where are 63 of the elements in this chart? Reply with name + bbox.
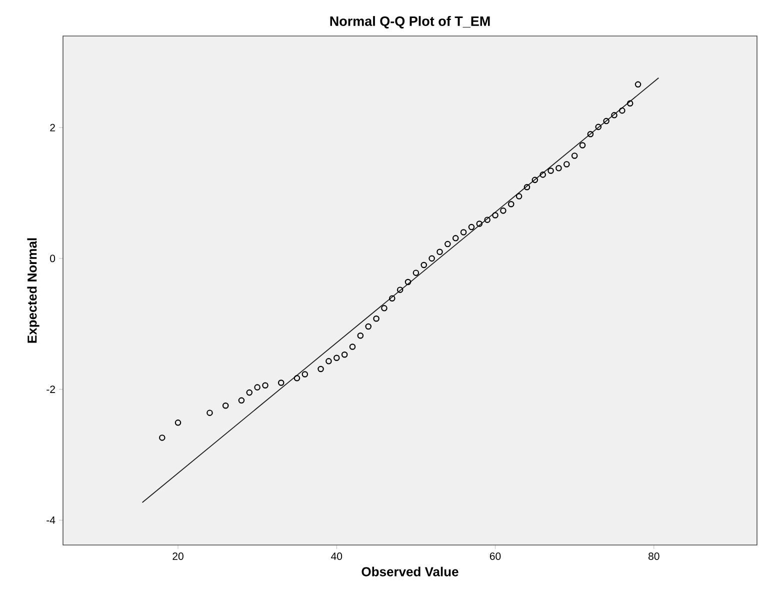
point [206,410,213,416]
y-tick-label: -4 [46,516,56,524]
point [174,420,182,426]
point [246,389,253,396]
point [396,286,404,293]
point [389,295,396,302]
point [326,358,332,364]
x-tick-label: 40 [331,552,342,560]
point [318,366,324,372]
point [626,100,634,107]
y-tick-label: -2 [46,386,55,393]
point [341,351,348,358]
point [333,354,340,362]
point [508,200,514,208]
point [587,130,594,138]
point [381,305,388,312]
point [579,142,586,148]
point [619,107,626,114]
point [634,81,642,88]
point [278,380,284,386]
point [357,332,364,339]
point [500,208,506,214]
point [349,344,356,350]
point [603,118,610,124]
point [412,270,420,276]
point [302,371,308,378]
y-tick-label: 2 [50,124,55,132]
x-tick-label: 60 [490,552,501,560]
point [571,152,578,159]
point [222,402,229,409]
point [460,229,467,236]
point [404,278,412,286]
x-tick-label: 80 [648,552,660,560]
point [254,384,260,390]
point [556,165,562,172]
point [564,161,570,168]
point [294,375,300,382]
point [548,168,554,174]
point [468,224,475,230]
point [492,212,498,218]
point [238,397,245,404]
point [476,220,483,227]
point [420,262,428,268]
point [262,382,268,389]
point [524,184,530,190]
y-axis-title: Expected Normal [27,238,40,343]
point [159,434,166,441]
point [516,193,522,200]
chart-title: Normal Q-Q Plot of T_EM [330,16,490,28]
point [444,240,451,248]
x-tick-label: 20 [172,552,184,560]
point [428,255,435,262]
point [452,235,459,242]
point [595,124,602,130]
point [611,112,618,118]
point [436,248,443,256]
point [365,323,372,330]
point [484,216,490,223]
y-tick-label: 0 [50,254,56,262]
point [373,315,380,322]
point [540,172,546,178]
point [532,176,538,184]
x-axis-title: Observed Value [362,566,458,576]
